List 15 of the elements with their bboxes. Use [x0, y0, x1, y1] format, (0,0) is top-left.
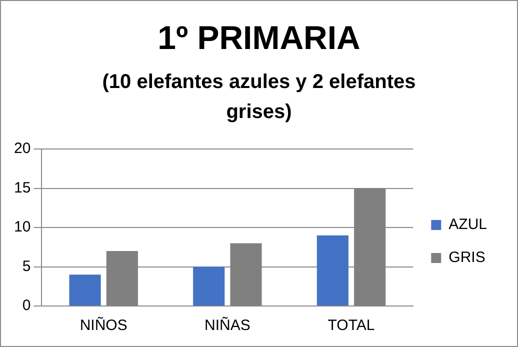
chart-subtitle: (10 elefantes azules y 2 elefantes grises) [101, 70, 417, 125]
y-tick-label: 10 [14, 218, 31, 236]
bar [316, 235, 348, 306]
y-tick-label: 0 [22, 297, 31, 314]
legend-label: GRIS [448, 249, 486, 266]
x-tick-label: NIÑAS [204, 316, 250, 334]
x-tick-label: TOTAL [328, 317, 375, 334]
bar [193, 266, 225, 306]
legend-label: AZUL [448, 216, 487, 234]
bar [69, 274, 101, 306]
y-tick-label: 20 [14, 140, 31, 158]
y-tick-label: 15 [14, 179, 31, 196]
y-tick-label: 5 [22, 258, 31, 275]
x-tick-label: NIÑOS [80, 316, 128, 334]
chart-title: 1º PRIMARIA [156, 19, 362, 57]
